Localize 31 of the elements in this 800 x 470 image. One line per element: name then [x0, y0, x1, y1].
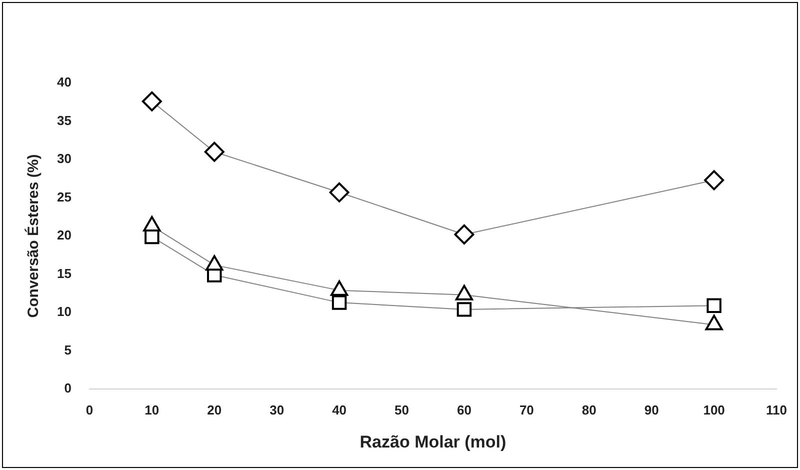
x-tick-label: 30 [270, 402, 284, 418]
point [332, 295, 347, 310]
point [204, 142, 224, 162]
x-tick-label: 100 [703, 402, 725, 418]
y-tick-label: 20 [56, 228, 72, 243]
x-tick-label: 20 [207, 402, 222, 418]
x-tick-label: 10 [144, 402, 160, 418]
y-tick-label: 35 [56, 112, 72, 128]
x-tick-label: 90 [644, 402, 659, 418]
x-tick-label: 110 [766, 402, 788, 418]
y-tick-label: 30 [56, 151, 72, 166]
point [704, 170, 724, 190]
x-tick-label: 50 [394, 402, 409, 418]
point [329, 182, 350, 202]
y-tick-label: 10 [56, 304, 72, 320]
y-tick-label: 25 [56, 189, 72, 204]
y-tick-label: 15 [56, 266, 72, 281]
x-axis-title: Razão Molar (mol) [360, 432, 506, 452]
y-tick-label: 0 [64, 380, 72, 396]
x-tick-label: 0 [86, 402, 94, 418]
point [456, 302, 472, 317]
y-axis-title: Conversão Ésteres (%) [24, 154, 42, 318]
x-tick-label: 80 [582, 402, 596, 418]
y-tick-label: 5 [64, 342, 72, 358]
point [706, 298, 722, 313]
x-tick-label: 40 [332, 402, 347, 418]
x-tick-label: 70 [519, 402, 534, 418]
x-tick-label: 60 [456, 402, 472, 418]
point [454, 224, 474, 244]
point [142, 91, 162, 112]
y-tick-label: 40 [56, 74, 72, 90]
